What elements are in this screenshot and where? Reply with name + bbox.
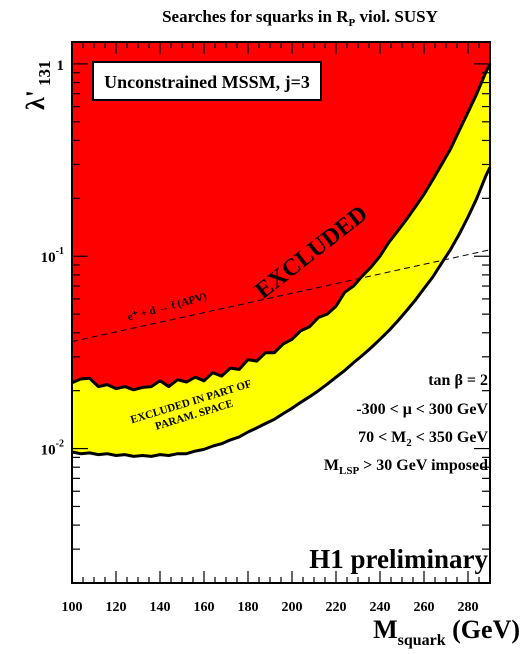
exclusion-regions [72, 42, 490, 457]
x-tick-labels: 100 120 140 160 180 200 220 240 260 280 [62, 600, 479, 615]
param-tanbeta: tan β = 2 [428, 372, 488, 389]
y-tick-label: 1 [57, 58, 65, 74]
model-box-label: Unconstrained MSSM, j=3 [104, 72, 310, 92]
x-tick-label: 280 [458, 600, 479, 615]
y-tick-labels: 1 10-1 10-2 [41, 58, 64, 459]
x-tick-label: 260 [414, 600, 435, 615]
y-axis-label: λ'131 [21, 61, 54, 111]
axis-ticks [71, 42, 491, 584]
x-tick-label: 180 [238, 600, 259, 615]
x-tick-label: 200 [282, 600, 303, 615]
preliminary-label: H1 preliminary [309, 544, 488, 574]
param-mlsp: MLSP > 30 GeV imposed [324, 457, 488, 477]
apv-limit [71, 249, 491, 343]
x-axis-label: Msquark (GeV) [373, 615, 520, 649]
x-tick-label: 220 [326, 600, 347, 615]
y-tick-label: 10-1 [41, 246, 64, 266]
chart-title: Searches for squarks in RP viol. SUSY [162, 7, 438, 29]
excluded-region [72, 42, 490, 390]
x-tick-label: 100 [62, 600, 83, 615]
region-boundaries [71, 63, 492, 458]
x-tick-label: 240 [370, 600, 391, 615]
y-tick-label: 10-2 [41, 439, 64, 459]
apv-line [71, 249, 491, 343]
param-m2: 70 < M2 < 350 GeV [358, 429, 488, 449]
model-box [92, 61, 322, 101]
excluded-boundary [71, 63, 492, 392]
x-tick-label: 160 [194, 600, 215, 615]
param-mu: -300 < μ < 300 GeV [356, 401, 488, 418]
x-tick-label: 120 [106, 600, 127, 615]
partial-boundary [71, 166, 492, 458]
x-tick-label: 140 [150, 600, 171, 615]
